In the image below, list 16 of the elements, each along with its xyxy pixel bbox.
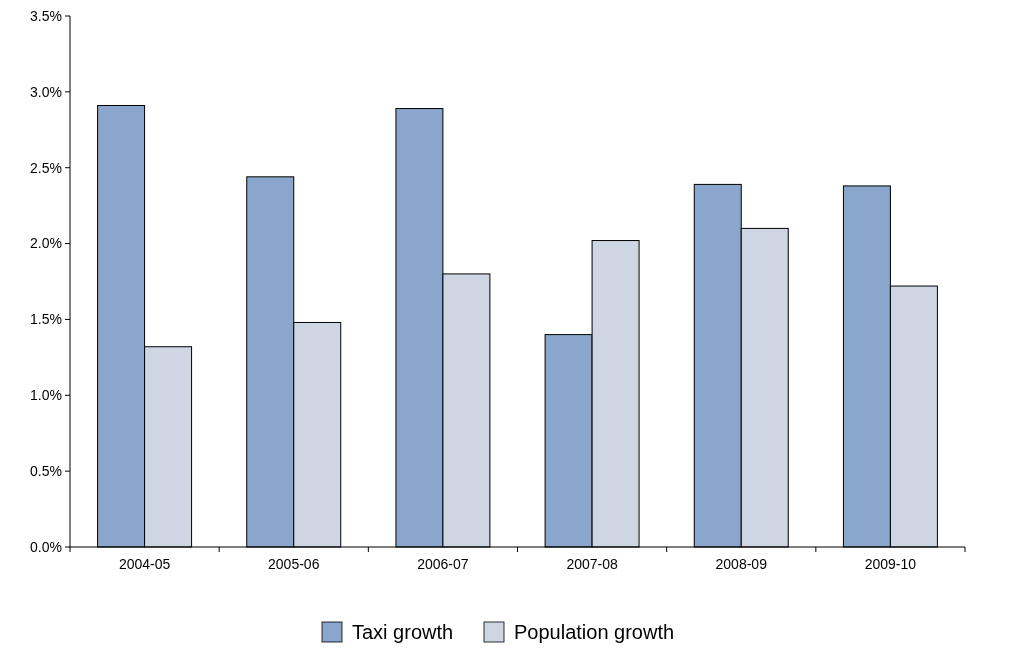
y-tick-label: 2.0% [30, 235, 62, 252]
x-tick-label: 2007-08 [566, 556, 618, 572]
legend-label: Population growth [514, 621, 675, 643]
y-tick-label: 3.0% [30, 83, 62, 100]
x-tick-label: 2004-05 [118, 556, 171, 572]
y-tick-label: 1.5% [30, 311, 62, 328]
y-tick-label: 2.5% [30, 159, 62, 176]
y-tick-label: 0.5% [30, 463, 62, 480]
y-tick-label: 3.5% [30, 7, 62, 24]
y-tick-label: 1.0% [30, 387, 62, 404]
x-tick-label: 2005-06 [268, 556, 320, 572]
legend-label: Taxi growth [352, 621, 454, 643]
x-tick-label: 2009-10 [864, 556, 917, 572]
x-tick-label: 2006-07 [417, 556, 469, 572]
y-tick-label: 0.0% [30, 538, 62, 555]
x-tick-label: 2008-09 [715, 556, 768, 572]
